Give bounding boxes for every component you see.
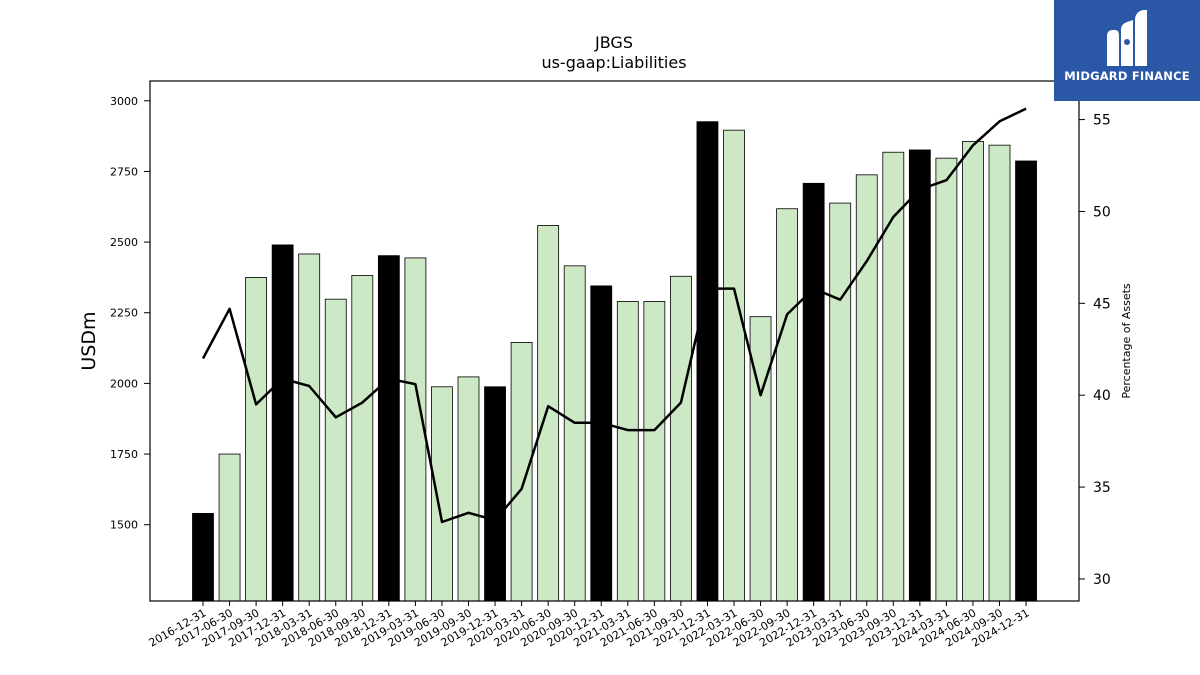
bar-2019-09-30 <box>457 376 480 602</box>
bar-2018-12-31 <box>377 255 400 602</box>
chart-title: JBGS <box>594 33 633 52</box>
bar-2024-06-30 <box>962 141 984 602</box>
x-axis: 2016-12-312017-06-302017-09-302017-12-31… <box>147 601 1032 650</box>
bar-2018-03-31 <box>298 253 321 602</box>
bar-2016-12-31 <box>192 512 214 602</box>
bar-2023-03-31 <box>829 202 852 602</box>
plot-frame <box>149 80 1080 602</box>
ratio-line <box>201 107 1027 524</box>
y-tick-label: 1500 <box>110 519 138 532</box>
y-axis-label: USDm <box>78 311 100 370</box>
bar-2020-03-31 <box>510 342 533 602</box>
bar-2022-03-31 <box>723 129 745 602</box>
bar-2023-09-30 <box>882 151 905 602</box>
y-tick-label: 2500 <box>110 236 138 249</box>
bar-2020-06-30 <box>537 225 560 602</box>
bar-2022-06-30 <box>749 316 772 602</box>
y2-tick-label: 30 <box>1093 572 1111 588</box>
y-tick-label: 2250 <box>110 307 138 320</box>
bar-2021-09-30 <box>670 275 692 602</box>
bar-2021-12-31 <box>696 121 719 602</box>
chart-subtitle: us-gaap:Liabilities <box>541 53 686 72</box>
bar-2024-03-31 <box>935 157 958 602</box>
bar-2017-06-30 <box>218 453 241 602</box>
bar-2020-09-30 <box>563 265 586 602</box>
bar-2018-09-30 <box>351 275 374 602</box>
brand-logo: MIDGARD FINANCE <box>1054 0 1200 101</box>
bar-2023-12-31 <box>908 149 931 602</box>
bar-2021-06-30 <box>643 301 666 602</box>
y-tick-label: 2000 <box>110 377 138 390</box>
y2-tick-label: 55 <box>1093 113 1111 129</box>
y2-tick-label: 45 <box>1093 296 1111 312</box>
y-tick-label: 1750 <box>110 448 138 461</box>
y-axis-right: 30 35 40 45 50 55 <box>1079 113 1111 588</box>
y2-tick-label: 35 <box>1093 480 1111 496</box>
bar-2019-06-30 <box>431 386 453 602</box>
bar-2020-12-31 <box>590 285 613 602</box>
y2-tick-label: 40 <box>1093 388 1111 404</box>
bar-2021-03-31 <box>616 301 639 602</box>
bar-2017-09-30 <box>245 277 268 602</box>
bar-series <box>192 121 1037 602</box>
midgard-m-icon <box>1107 10 1147 66</box>
y2-tick-label: 50 <box>1093 204 1111 220</box>
y2-axis-label: Percentage of Assets <box>1120 283 1133 399</box>
bar-2022-09-30 <box>776 208 798 602</box>
bar-2022-12-31 <box>802 182 825 602</box>
bar-2024-12-31 <box>1015 160 1037 602</box>
bar-2019-12-31 <box>484 386 506 602</box>
bar-2019-03-31 <box>404 257 427 602</box>
brand-name: MIDGARD FINANCE <box>1064 69 1190 83</box>
y-tick-label: 2750 <box>110 165 138 178</box>
bar-2017-12-31 <box>271 244 294 602</box>
bar-2024-09-30 <box>988 144 1011 602</box>
bar-2023-06-30 <box>855 174 878 602</box>
y-axis-left: 1500 1750 2000 2250 2500 2750 3000 <box>110 95 150 532</box>
bar-2018-06-30 <box>324 298 347 602</box>
y-tick-label: 3000 <box>110 95 138 108</box>
